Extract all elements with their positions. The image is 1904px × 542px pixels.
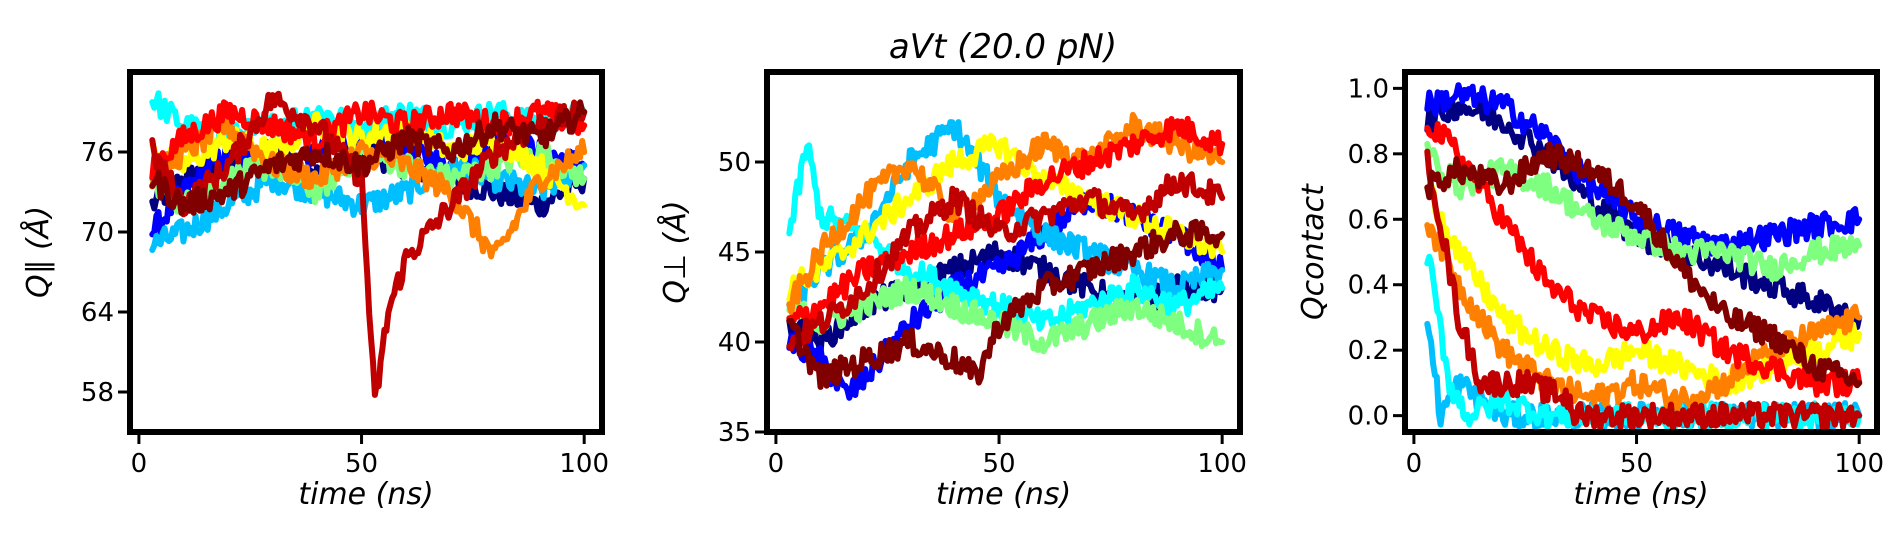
x-axis-label: time (ns) — [936, 477, 1071, 512]
y-tick-label: 76 — [81, 138, 114, 168]
series-group — [149, 90, 588, 398]
x-tick-label: 0 — [131, 449, 148, 479]
x-tick-label: 100 — [1834, 449, 1884, 479]
axes-frame — [764, 69, 1243, 435]
y-tick-label: 0.4 — [1348, 271, 1389, 301]
axes-frame — [127, 69, 605, 435]
panel-1: 0 50 100 58 64 70 76 time (ns) Q∥ (Å) — [20, 69, 609, 512]
series-line-9 — [149, 90, 588, 398]
x-tick-label: 50 — [345, 449, 378, 479]
x-tick-label: 0 — [1406, 449, 1423, 479]
x-tick-label: 50 — [1620, 449, 1653, 479]
series-line-3 — [149, 151, 588, 253]
axes-frame — [1402, 69, 1880, 435]
series-line-7 — [1424, 222, 1863, 412]
y-axis-label: Q∥ (Å) — [20, 206, 56, 298]
x-tick-label: 100 — [1197, 449, 1247, 479]
y-tick-label: 0.6 — [1348, 205, 1389, 235]
panel-3: 0 50 100 0.0 0.2 0.4 0.6 0.8 1.0 time (ns) Qcontac… — [1296, 69, 1884, 512]
series-line-10 — [1424, 141, 1863, 389]
series-line-8 — [786, 115, 1226, 325]
x-tick-label: 50 — [982, 449, 1015, 479]
series-group — [786, 111, 1226, 401]
series-line-8 — [1424, 121, 1863, 399]
y-tick-label: 45 — [718, 238, 751, 268]
figure-title: aVt (20.0 pN) — [889, 27, 1117, 67]
y-axis-label: Q⊥ (Å) — [657, 200, 693, 303]
y-tick-label: 40 — [718, 328, 751, 358]
y-tick-label: 1.0 — [1348, 74, 1389, 104]
x-tick-label: 100 — [559, 449, 609, 479]
series-line-10 — [786, 218, 1226, 390]
x-axis-label: time (ns) — [1573, 477, 1708, 512]
series-line-6 — [1424, 182, 1863, 395]
panels: 0 50 100 58 64 70 76 time (ns) Q∥ (Å) 0 50 100 35 40 4… — [20, 69, 1884, 512]
series-line-9 — [786, 171, 1226, 352]
y-tick-label: 58 — [81, 378, 114, 408]
series-line-9 — [1424, 148, 1863, 431]
x-axis-label: time (ns) — [298, 477, 433, 512]
y-tick-label: 64 — [81, 298, 114, 328]
series-line-6 — [786, 132, 1226, 303]
series-line-10 — [149, 99, 588, 216]
y-tick-label: 0.0 — [1348, 402, 1389, 432]
y-axis-label: Qcontact — [1296, 183, 1331, 320]
series-line-6 — [149, 111, 588, 211]
y-tick-label: 50 — [718, 148, 751, 178]
y-tick-label: 70 — [81, 218, 114, 248]
y-tick-label: 0.2 — [1348, 336, 1389, 366]
y-tick-label: 35 — [718, 418, 751, 448]
y-tick-label: 0.8 — [1348, 140, 1389, 170]
x-tick-label: 0 — [768, 449, 785, 479]
series-group — [1424, 82, 1863, 432]
series-line-5 — [1424, 140, 1863, 283]
